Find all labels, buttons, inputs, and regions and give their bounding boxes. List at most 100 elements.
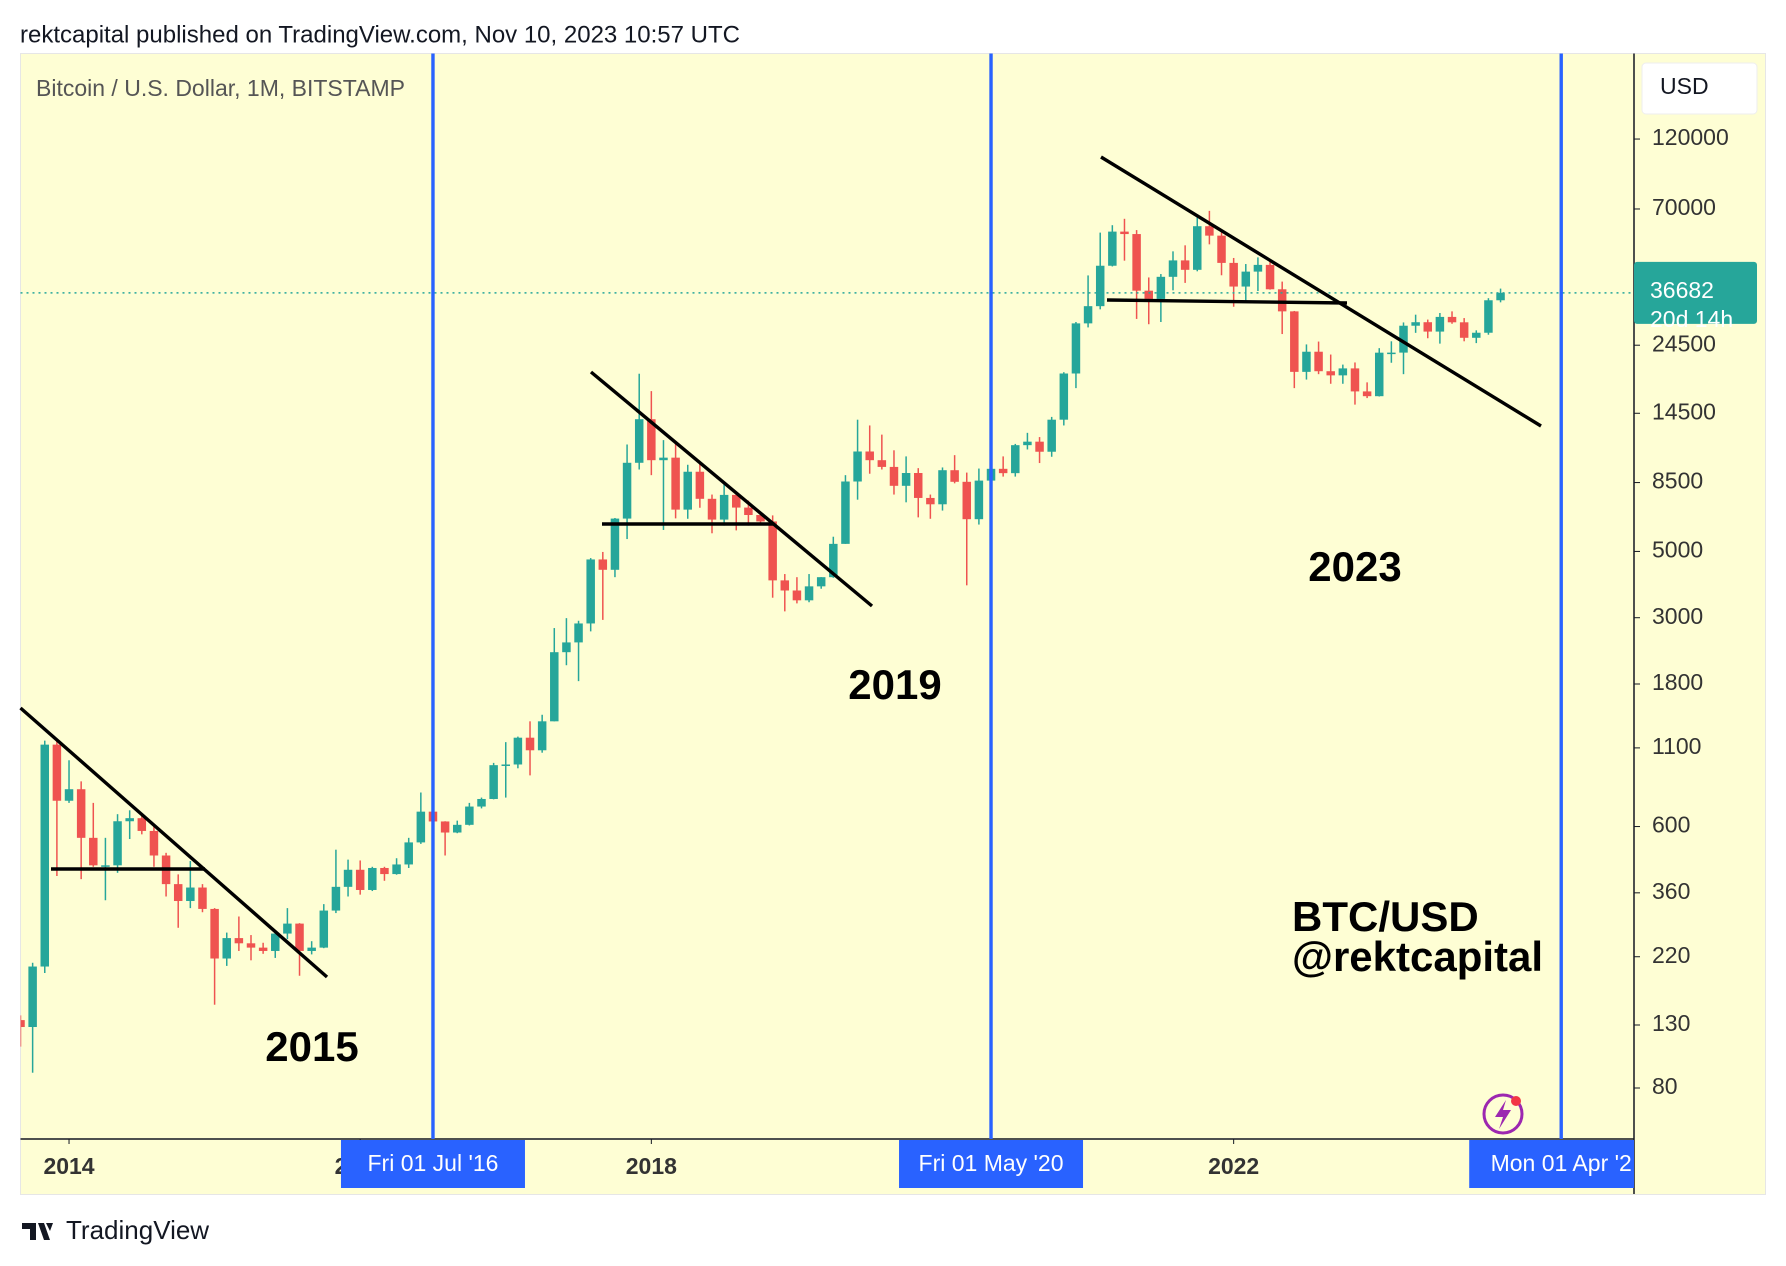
candle-body xyxy=(550,652,559,722)
candle-body xyxy=(537,721,547,751)
candle-body xyxy=(622,462,632,519)
candle-body xyxy=(295,923,304,951)
candle-body xyxy=(1314,351,1323,372)
y-tick-label: 8500 xyxy=(1652,468,1703,494)
candle-body xyxy=(198,887,207,909)
candle-body xyxy=(489,765,498,799)
candle-body xyxy=(307,947,316,951)
alert-icon-bolt[interactable] xyxy=(1495,1100,1511,1129)
currency-box[interactable] xyxy=(1641,62,1758,115)
candle-body xyxy=(926,497,935,505)
date-marker-label-box xyxy=(1469,1140,1634,1188)
candle-body xyxy=(780,580,790,591)
candle-body xyxy=(1011,445,1020,474)
y-tick-label: 1800 xyxy=(1652,669,1703,695)
y-tick-label: 70000 xyxy=(1652,194,1716,220)
candle-body xyxy=(1047,419,1056,452)
candle-body xyxy=(210,908,219,959)
candle-body xyxy=(271,933,280,951)
date-marker-label: Mon 01 Apr '2 xyxy=(1491,1150,1632,1176)
candle-body xyxy=(283,923,292,934)
candle-body xyxy=(913,473,923,498)
price-label-countdown: 20d 14h xyxy=(1650,306,1733,332)
y-tick-label: 24500 xyxy=(1652,330,1716,356)
candle-body xyxy=(1168,260,1178,277)
price-label-value: 36682 xyxy=(1650,277,1714,303)
candle-body xyxy=(1411,322,1420,326)
candle-body xyxy=(1071,323,1081,374)
candle-body xyxy=(1459,322,1469,338)
alert-icon[interactable] xyxy=(1482,1093,1524,1135)
candle-body xyxy=(1205,226,1214,236)
candle-body xyxy=(962,481,972,520)
candle-body xyxy=(380,867,389,875)
candle-body xyxy=(829,543,838,578)
candle-body xyxy=(477,798,486,807)
date-marker-label: Fri 01 Jul '16 xyxy=(367,1150,498,1176)
annotation: 2023 xyxy=(1308,543,1401,590)
alert-icon-ring[interactable] xyxy=(1482,1093,1524,1135)
trend-line xyxy=(589,370,874,608)
alert-icon-dot[interactable] xyxy=(1511,1096,1521,1106)
y-tick-label: 220 xyxy=(1652,942,1690,968)
price-label-box xyxy=(1634,261,1757,324)
footer: TradingView xyxy=(66,1215,209,1245)
candle-body xyxy=(1193,226,1202,270)
candle-body xyxy=(853,451,862,482)
candle-body xyxy=(1435,316,1445,332)
candle-body xyxy=(404,842,413,865)
candle-body xyxy=(89,837,98,866)
candle-body xyxy=(938,470,947,505)
candle-body xyxy=(1277,289,1287,312)
footer-logo: TradingView xyxy=(22,1215,209,1245)
currency[interactable]: USD xyxy=(1660,73,1709,99)
candle-body xyxy=(792,590,802,601)
candle-body xyxy=(343,869,353,887)
candle-body xyxy=(1484,300,1493,333)
candle-body xyxy=(1108,231,1117,266)
candle-body xyxy=(841,481,850,544)
candle-body xyxy=(1496,292,1505,301)
candle-body xyxy=(562,642,571,653)
candle-body xyxy=(222,938,231,959)
candle-body xyxy=(707,498,717,520)
candle-body xyxy=(234,938,244,944)
symbol-title: Bitcoin / U.S. Dollar, 1M, BITSTAMP xyxy=(36,75,405,101)
annotation: 2019 xyxy=(848,661,941,708)
candle-body xyxy=(574,623,583,643)
candle-body xyxy=(173,884,183,902)
candle-body xyxy=(1241,271,1251,287)
candle-body xyxy=(1083,306,1093,324)
candle-body xyxy=(768,521,777,581)
candle-body xyxy=(64,789,74,801)
candle-body xyxy=(452,824,462,833)
candle-body xyxy=(186,887,195,902)
candle-body xyxy=(998,468,1008,474)
candle-body xyxy=(1472,332,1481,338)
candle-body xyxy=(1217,235,1226,263)
candle-body xyxy=(1338,368,1348,376)
candle-body xyxy=(877,460,887,467)
candle-body xyxy=(671,457,680,510)
price-label: 36682 20d 14h xyxy=(1634,261,1757,332)
x-tick-label: 2022 xyxy=(1208,1153,1259,1179)
candle-body xyxy=(1350,368,1360,392)
candle-body xyxy=(525,737,535,751)
candle-body xyxy=(125,818,134,822)
candle-body xyxy=(40,744,50,967)
candle-body xyxy=(901,473,911,486)
y-tick-label: 1100 xyxy=(1652,733,1701,759)
annotation: 2015 xyxy=(265,1023,358,1070)
candle-body xyxy=(319,910,329,948)
candle-body xyxy=(610,518,620,570)
candle-body xyxy=(1120,231,1129,235)
candle-body xyxy=(101,865,110,867)
y-tick-label: 14500 xyxy=(1652,398,1716,424)
candle-body xyxy=(28,966,37,1028)
candle-body xyxy=(1399,325,1408,353)
candle-body xyxy=(950,470,959,482)
candle-body xyxy=(816,577,826,587)
candle-body xyxy=(1229,262,1238,287)
candle-body xyxy=(1302,351,1311,372)
